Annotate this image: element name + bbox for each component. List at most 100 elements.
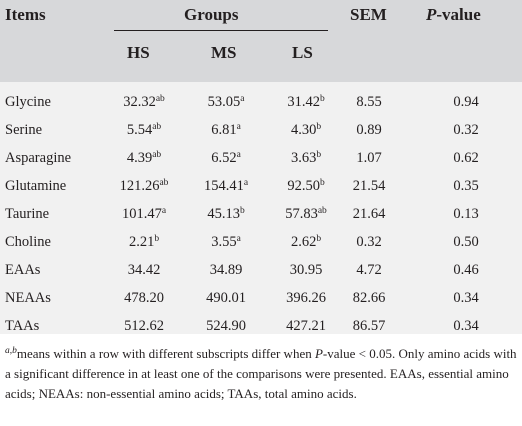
cell-hs-value: 512.62 xyxy=(124,318,164,334)
header-groups: Groups xyxy=(184,5,239,24)
cell-p-value: 0.50 xyxy=(426,228,506,256)
cell-sem-value: 0.32 xyxy=(356,234,382,250)
cell-sem: 21.64 xyxy=(329,200,409,228)
cell-p-value-value: 0.46 xyxy=(453,262,479,278)
cell-ls-superscript: b xyxy=(316,234,322,244)
cell-ms-value: 490.01 xyxy=(206,290,246,306)
cell-item: EAAs xyxy=(5,256,40,284)
header-p-letter: P xyxy=(426,5,437,24)
cell-p-value: 0.13 xyxy=(426,200,506,228)
cell-ms: 6.81a xyxy=(186,116,266,144)
cell-item-value: NEAAs xyxy=(5,290,51,306)
cell-sem: 1.07 xyxy=(329,144,409,172)
cell-hs-superscript: ab xyxy=(159,178,169,188)
cell-item-value: Serine xyxy=(5,122,43,138)
cell-p-value-value: 0.13 xyxy=(453,206,479,222)
cell-ls-value: 4.30 xyxy=(290,122,317,138)
cell-hs: 512.62 xyxy=(104,312,184,340)
cell-p-value: 0.35 xyxy=(426,172,506,200)
cell-ms-value: 34.89 xyxy=(209,262,243,278)
cell-ls-value: 3.63 xyxy=(290,150,317,166)
cell-ls-superscript: b xyxy=(319,178,325,188)
cell-p-value-value: 0.62 xyxy=(453,150,479,166)
header-ls: LS xyxy=(292,43,313,62)
cell-ls: 30.95 xyxy=(266,256,346,284)
cell-ms-value: 6.52 xyxy=(211,150,237,166)
header-items: Items xyxy=(5,5,46,24)
cell-ms-value: 45.13 xyxy=(207,206,240,222)
cell-ms: 154.41a xyxy=(186,172,266,200)
cell-ls: 57.83ab xyxy=(266,200,346,228)
header-sem: SEM xyxy=(350,5,387,24)
cell-ms: 3.55a xyxy=(186,228,266,256)
cell-ls: 396.26 xyxy=(266,284,346,312)
cell-p-value: 0.32 xyxy=(426,116,506,144)
cell-p-value-value: 0.32 xyxy=(453,122,479,138)
cell-item-value: EAAs xyxy=(5,262,41,278)
table-row: NEAAs 478.20 490.01 396.26 82.66 0.34 xyxy=(0,284,522,312)
cell-ms: 490.01 xyxy=(186,284,266,312)
cell-sem: 8.55 xyxy=(329,88,409,116)
cell-item: NEAAs xyxy=(5,284,51,312)
groups-rule xyxy=(114,30,328,31)
cell-p-value: 0.62 xyxy=(426,144,506,172)
cell-ls-value: 30.95 xyxy=(289,262,323,278)
cell-sem: 82.66 xyxy=(329,284,409,312)
cell-item: TAAs xyxy=(5,312,39,340)
cell-hs-superscript: ab xyxy=(155,94,165,104)
table-row: Glutamine 121.26ab 154.41a 92.50b 21.54 0.35 xyxy=(0,172,522,200)
cell-ls: 427.21 xyxy=(266,312,346,340)
cell-p-value-value: 0.50 xyxy=(453,234,479,250)
cell-ls: 92.50b xyxy=(266,172,346,200)
cell-p-value: 0.34 xyxy=(426,312,506,340)
cell-sem: 0.32 xyxy=(329,228,409,256)
cell-sem-value: 4.72 xyxy=(356,262,382,278)
cell-hs-superscript: b xyxy=(154,234,160,244)
cell-item: Asparagine xyxy=(5,144,71,172)
cell-ms: 6.52a xyxy=(186,144,266,172)
cell-ls-value: 92.50 xyxy=(287,178,320,194)
cell-ls: 2.62b xyxy=(266,228,346,256)
cell-sem: 86.57 xyxy=(329,312,409,340)
cell-p-value: 0.94 xyxy=(426,88,506,116)
cell-ms-value: 53.05 xyxy=(207,94,241,110)
table-header: Items Groups SEM P-value HS MS LS xyxy=(0,0,522,82)
table-row: Asparagine 4.39ab 6.52a 3.63b 1.07 0.62 xyxy=(0,144,522,172)
cell-hs-value: 121.26 xyxy=(119,178,160,194)
cell-ms: 34.89 xyxy=(186,256,266,284)
table-footnote: a,bmeans within a row with different sub… xyxy=(5,344,517,404)
cell-hs: 121.26ab xyxy=(104,172,184,200)
cell-item: Glutamine xyxy=(5,172,66,200)
cell-item: Glycine xyxy=(5,88,51,116)
cell-ls-value: 57.83 xyxy=(285,206,318,222)
header-p-rest: -value xyxy=(436,5,481,24)
cell-sem-value: 21.54 xyxy=(352,178,386,194)
cell-ls-superscript: b xyxy=(316,150,322,160)
table-row: TAAs 512.62 524.90 427.21 86.57 0.34 xyxy=(0,312,522,340)
cell-ls-superscript: b xyxy=(319,94,325,104)
cell-p-value: 0.34 xyxy=(426,284,506,312)
cell-item-value: TAAs xyxy=(5,318,40,334)
cell-sem: 21.54 xyxy=(329,172,409,200)
cell-ls-superscript: ab xyxy=(317,206,327,216)
cell-p-value: 0.46 xyxy=(426,256,506,284)
cell-sem: 0.89 xyxy=(329,116,409,144)
cell-ms-superscript: b xyxy=(239,206,245,216)
cell-hs-superscript: ab xyxy=(152,122,162,132)
table-row: Choline 2.21b 3.55a 2.62b 0.32 0.50 xyxy=(0,228,522,256)
cell-ms: 524.90 xyxy=(186,312,266,340)
cell-item-value: Glutamine xyxy=(5,178,67,194)
cell-ms: 45.13b xyxy=(186,200,266,228)
footnote-p-letter: P xyxy=(314,346,323,361)
cell-hs-value: 4.39 xyxy=(126,150,153,166)
cell-ls: 31.42b xyxy=(266,88,346,116)
cell-p-value-value: 0.34 xyxy=(453,318,479,334)
cell-hs-value: 478.20 xyxy=(124,290,164,306)
cell-ls: 3.63b xyxy=(266,144,346,172)
cell-sem-value: 86.57 xyxy=(352,318,386,334)
cell-ms-value: 6.81 xyxy=(211,122,237,138)
cell-ls-superscript: b xyxy=(316,122,322,132)
cell-p-value-value: 0.34 xyxy=(453,290,479,306)
cell-ms-superscript: a xyxy=(243,178,249,188)
cell-hs: 34.42 xyxy=(104,256,184,284)
